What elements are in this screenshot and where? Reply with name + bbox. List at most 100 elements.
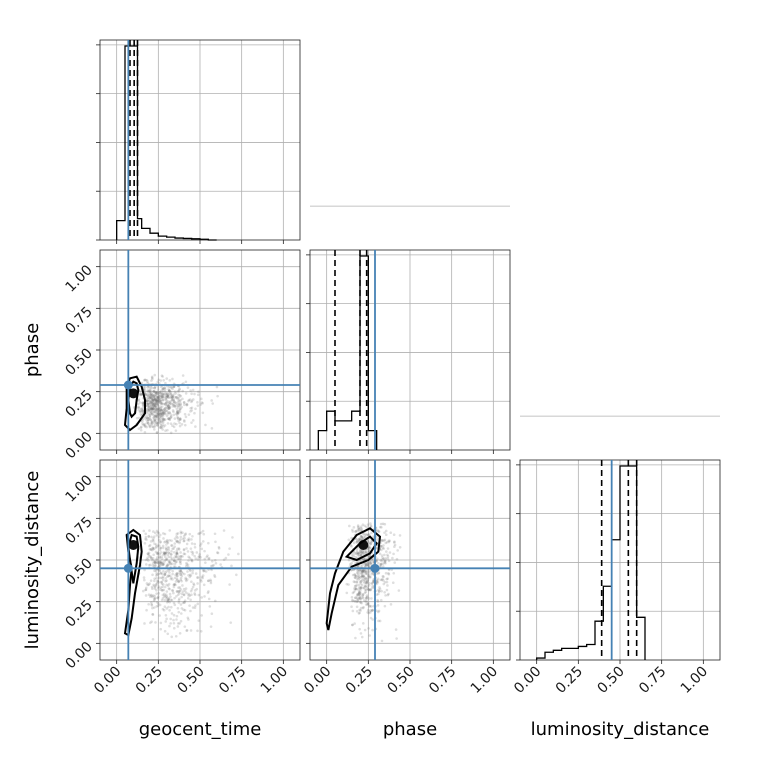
scatter-point <box>369 561 372 565</box>
scatter-point <box>179 538 182 541</box>
scatter-point <box>359 606 363 610</box>
scatter-point <box>154 583 158 586</box>
scatter-point <box>159 412 162 416</box>
scatter-point <box>168 406 172 409</box>
scatter-point <box>168 388 171 392</box>
tick-label-x: 0.25 <box>553 664 586 697</box>
scatter-point <box>363 556 367 560</box>
scatter-point <box>163 605 167 609</box>
scatter-point <box>149 406 153 410</box>
scatter-point <box>161 572 164 576</box>
scatter-point <box>151 613 155 616</box>
scatter-point <box>165 583 168 587</box>
scatter-point <box>383 604 387 608</box>
scatter-point <box>351 599 354 603</box>
scatter-point <box>155 589 158 592</box>
scatter-point <box>228 547 231 550</box>
scatter-point <box>195 551 199 554</box>
scatter-point <box>162 575 165 578</box>
tick-label-y: 0.50 <box>62 346 95 379</box>
scatter-point <box>173 396 177 399</box>
scatter-point <box>350 595 354 599</box>
scatter-point <box>146 558 149 561</box>
scatter-point <box>179 573 182 576</box>
scatter-point <box>148 399 151 402</box>
scatter-point <box>163 585 167 589</box>
scatter-point <box>190 392 193 396</box>
scatter-point <box>189 547 193 550</box>
scatter-point <box>172 613 176 617</box>
scatter-point <box>176 396 179 400</box>
scatter-point <box>148 529 151 532</box>
scatter-point <box>177 590 181 593</box>
scatter-point <box>359 581 362 584</box>
scatter-point <box>364 570 367 573</box>
scatter-point <box>137 398 141 401</box>
scatter-point <box>164 577 167 580</box>
scatter-point <box>356 593 360 596</box>
scatter-point <box>364 563 368 567</box>
scatter-point <box>360 535 364 539</box>
scatter-point <box>148 414 152 418</box>
scatter-point <box>166 404 170 407</box>
scatter-point <box>357 553 361 556</box>
scatter-point <box>206 554 209 557</box>
scatter-point <box>157 592 161 595</box>
scatter-point <box>177 402 180 406</box>
scatter-point <box>157 378 161 382</box>
tick-label-x: 0.50 <box>174 664 207 697</box>
scatter-point <box>152 547 156 550</box>
scatter-point <box>362 586 366 589</box>
scatter-point <box>157 395 161 398</box>
scatter-point <box>168 538 172 542</box>
scatter-point <box>359 632 363 635</box>
scatter-point <box>151 407 155 410</box>
scatter-point <box>365 597 368 600</box>
scatter-point <box>162 592 166 596</box>
scatter-point <box>199 542 203 545</box>
scatter-point <box>144 532 148 536</box>
scatter-point <box>178 557 181 561</box>
scatter-point <box>183 420 186 423</box>
scatter-point <box>162 412 166 416</box>
scatter-point <box>209 579 213 583</box>
scatter-point <box>157 396 160 399</box>
scatter-point <box>165 400 168 404</box>
scatter-point <box>157 569 161 572</box>
scatter-point <box>365 594 369 597</box>
scatter-point <box>190 559 194 562</box>
scatter-point <box>157 562 161 566</box>
scatter-point <box>172 413 176 417</box>
scatter-point <box>191 534 194 538</box>
scatter-point <box>356 600 359 603</box>
scatter-point <box>355 583 359 587</box>
scatter-point <box>147 535 151 538</box>
scatter-point <box>230 564 233 568</box>
scatter-point <box>174 583 177 587</box>
scatter-point <box>162 393 166 396</box>
scatter-point <box>167 417 170 421</box>
scatter-point <box>158 416 161 419</box>
scatter-point <box>162 588 166 592</box>
scatter-point <box>139 409 142 413</box>
scatter-point <box>163 595 166 598</box>
scatter-point <box>355 529 359 533</box>
scatter-point <box>190 421 193 424</box>
scatter-point <box>152 599 156 603</box>
scatter-point <box>166 538 169 542</box>
scatter-point <box>171 562 174 566</box>
scatter-point <box>367 611 371 615</box>
scatter-point <box>177 398 181 402</box>
scatter-point <box>387 539 390 543</box>
scatter-point <box>158 394 162 398</box>
scatter-point <box>147 389 150 393</box>
scatter-point <box>146 402 150 406</box>
scatter-point <box>158 397 162 401</box>
scatter-point <box>365 580 369 583</box>
scatter-point <box>138 392 142 396</box>
scatter-point <box>171 396 175 399</box>
scatter-point <box>145 418 148 422</box>
scatter-point <box>369 588 372 591</box>
scatter-point <box>155 399 158 403</box>
scatter-point <box>172 404 176 407</box>
